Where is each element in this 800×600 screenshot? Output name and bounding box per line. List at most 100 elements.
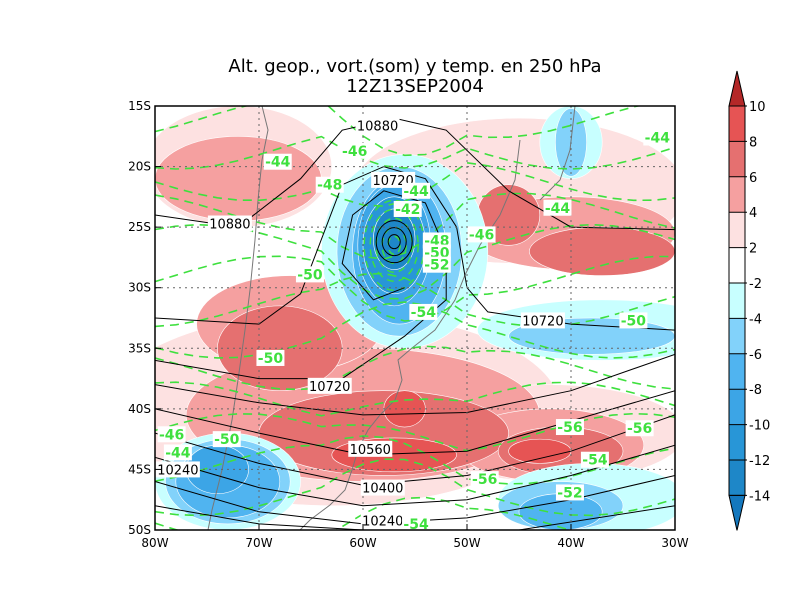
temperature-label: -50 [256, 349, 285, 367]
chart-title: Alt. geop., vort.(som) y temp. en 250 hP… [228, 56, 602, 77]
vorticity-shading [155, 106, 675, 530]
colorbar-band [729, 389, 745, 425]
vorticity-area [508, 438, 572, 464]
plot-frame [154, 105, 676, 531]
temperature-label-text: -50 [297, 267, 323, 283]
geopotential-label: 10880 [207, 215, 252, 233]
temperature-label-bg [619, 312, 648, 329]
colorbar-label: -12 [749, 454, 770, 469]
y-tick-label: 40S [128, 402, 151, 416]
geopotential-label-text: 10240 [362, 514, 403, 529]
temperature-label-bg [157, 426, 186, 443]
temperature-label: -52 [555, 484, 584, 501]
colorbar: 10 8 6 4 2 -2 -4 -6 -8 -10 -12 -14 [728, 70, 770, 531]
colorbar-label: 4 [749, 206, 757, 221]
temperature-label: -46 [467, 226, 496, 243]
temperature-label-bg [422, 244, 451, 261]
colorbar-band [729, 176, 745, 213]
y-tick-label: 15S [128, 99, 151, 113]
colorbar-band [729, 141, 745, 177]
colorbar-band [729, 212, 745, 248]
temperature-label-bg [643, 129, 672, 146]
geopotential-label-text: 10560 [350, 443, 391, 458]
geopotential-label-bg [155, 461, 200, 478]
geopotential-line [155, 414, 675, 486]
temperature-label: -50 [212, 431, 241, 448]
temperature-label: -50 [295, 266, 324, 283]
geopotential-line [155, 390, 675, 456]
geopotential-label: 10240 [360, 512, 405, 529]
low-center-contour [375, 220, 413, 264]
colorbar-band [729, 247, 745, 283]
temperature-label: -44 [543, 199, 572, 217]
colorbar-label: -8 [749, 383, 762, 398]
temperature-label-bg [422, 256, 451, 273]
geopotential-label-bg [360, 512, 405, 529]
colorbar-label: 8 [749, 135, 757, 150]
temperature-label-bg [402, 515, 431, 532]
temperature-label-text: -50 [258, 351, 284, 367]
geopotential-line [155, 353, 675, 416]
isotherm-line [155, 255, 675, 322]
temperature-label-text: -52 [424, 258, 449, 274]
colorbar-band [729, 283, 745, 319]
colorbar-label: -2 [749, 277, 762, 292]
temperature-label-bg [340, 142, 369, 159]
y-tick-label: 45S [128, 462, 151, 476]
temperature-label: -54 [402, 515, 431, 533]
temperature-label-bg [402, 182, 431, 199]
geopotential-label-bg [520, 312, 565, 329]
x-tick-label: 60W [349, 536, 376, 550]
temperature-label-text: -44 [545, 201, 571, 217]
temperature-label: -48 [315, 176, 344, 194]
colorbar-band [729, 318, 745, 354]
geopotential-label-text: 10880 [357, 119, 398, 134]
temperature-label-text: -46 [469, 227, 494, 243]
isotherm-line [155, 301, 675, 359]
y-tick-label: 35S [128, 341, 151, 355]
temperature-label-bg [555, 484, 584, 501]
geopotential-label-text: 10240 [157, 463, 198, 478]
colorbar-band [729, 106, 745, 142]
isotherm-line [155, 496, 572, 530]
y-tick-label: 50S [128, 523, 151, 537]
geopotential-label-text: 10400 [362, 482, 403, 497]
colorbar-band [729, 353, 745, 390]
temperature-label-text: -44 [403, 184, 429, 200]
colorbar-band [729, 460, 745, 496]
temperature-label: -50 [619, 312, 648, 329]
temperature-label-text: -54 [403, 517, 429, 533]
axes: 80W 70W 60W 50W 40W 30W 15S 20S 25S 30S 35S 40S 45S 5… [128, 99, 689, 550]
temperature-label-text: -46 [342, 144, 367, 160]
temperature-label: -54 [580, 451, 609, 469]
isotherm-line [155, 381, 675, 417]
temperature-label-text: -54 [411, 305, 437, 321]
temperature-label: -44 [263, 153, 292, 171]
temperature-label-text: -48 [317, 178, 342, 194]
isotherm-line [155, 272, 675, 328]
geopotential-label-bg [360, 479, 405, 496]
isotherm-line [155, 435, 675, 485]
temperature-label-bg [422, 232, 451, 249]
colorbar-band [729, 424, 745, 460]
chart-subtitle: 12Z13SEP2004 [346, 76, 484, 97]
temperature-label-text: -46 [159, 427, 184, 443]
geopotential-label: 10720 [307, 377, 352, 395]
geopotential-label: 10400 [360, 479, 405, 497]
colorbar-under-arrow [728, 494, 746, 531]
temperature-label-bg [467, 226, 496, 243]
temperature-label-text: -50 [214, 432, 240, 448]
temperature-label: -56 [555, 419, 584, 436]
temperature-label-bg [163, 444, 192, 461]
x-tick-label: 50W [453, 536, 480, 550]
isotherm-ring [387, 235, 401, 256]
geopotential-line [155, 444, 675, 507]
temperature-label: -44 [163, 444, 192, 461]
temperature-label: -46 [157, 426, 186, 443]
grid-lines [155, 106, 675, 530]
x-tick-label: 30W [661, 536, 688, 550]
temperature-label-bg [256, 349, 285, 366]
temperature-label-text: -54 [582, 453, 608, 469]
geopotential-label: 10720 [520, 312, 565, 329]
